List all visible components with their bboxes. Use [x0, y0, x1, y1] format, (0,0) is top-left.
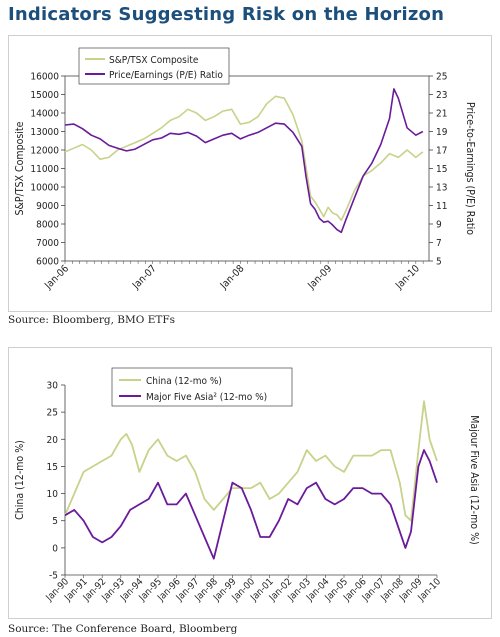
- series-line-pe: [64, 88, 424, 234]
- chart-panel-2: 30 25 20 15 10 5 0 -5 Jan-90 Jan-91 Jan-92 Jan-93 Ja…: [8, 347, 492, 619]
- y-axis-label: China (12-mo %): [14, 440, 26, 520]
- legend-label-sptsx: S&P/TSX Composite: [109, 55, 199, 66]
- source-note-2: Source: The Conference Board, Bloomberg: [8, 623, 238, 635]
- y2-tick-label: 23: [436, 90, 447, 101]
- chart-2: 302520151050-5Jan-90Jan-91Jan-92Jan-93Ja…: [14, 367, 480, 604]
- y2-tick-label: 11: [436, 201, 447, 212]
- legend-label-pe: Price/Earnings (P/E) Ratio: [109, 70, 223, 81]
- y-axis-label: S&P/TSX Composite: [14, 121, 26, 215]
- y-tick-label: 16000: [30, 72, 59, 83]
- y-tick-label: 5: [52, 516, 58, 527]
- y-tick-label: 9000: [36, 201, 59, 212]
- legend-2: China (12-mo %) Major Five Asia² (12-mo %…: [111, 367, 293, 407]
- chart-1: 16000 15000 14000 13000 12000 11000 10000 9000 8…: [14, 47, 476, 292]
- y-tick-label: 8000: [36, 220, 59, 231]
- x-tick-label: Jan-08: [218, 263, 247, 292]
- y2-tick-label: 7: [436, 238, 442, 249]
- legend-box: [78, 47, 230, 85]
- y-tick-label: 7000: [36, 238, 59, 249]
- y-tick-label: 30: [47, 381, 59, 392]
- y-tick-label: 25: [47, 408, 58, 419]
- y2-tick-label: 5: [436, 257, 442, 268]
- page-title: Indicators Suggesting Risk on the Horizo…: [8, 4, 445, 25]
- y-tick-label: 12000: [30, 146, 59, 157]
- y2-tick-label: 15: [436, 164, 447, 175]
- y-tick-label: 20: [47, 435, 59, 446]
- x-tick-label: Jan-07: [130, 263, 159, 292]
- y-tick-label: 11000: [30, 164, 59, 175]
- y-tick-label: 6000: [36, 257, 59, 268]
- legend-1: S&P/TSX Composite Price/Earnings (P/E) Ra…: [78, 47, 230, 85]
- y2-tick-label: 19: [436, 127, 448, 138]
- y-tick-label: 10000: [30, 183, 59, 194]
- legend-label-asia: Major Five Asia² (12-mo %): [146, 392, 267, 403]
- legend-box: [111, 367, 293, 407]
- y-tick-label: 13000: [30, 127, 59, 138]
- y-tick-label: -5: [49, 571, 58, 582]
- x-tick-label: Jan-09: [306, 263, 335, 292]
- y-tick-label: 0: [52, 543, 58, 554]
- source-note-1: Source: Bloomberg, BMO ETFs: [8, 314, 176, 326]
- y-tick-label: 15: [47, 462, 58, 473]
- legend-label-china: China (12-mo %): [146, 376, 222, 387]
- y-tick-label: 14000: [30, 109, 59, 120]
- chart-panel-1: 16000 15000 14000 13000 12000 11000 10000 9000 8…: [8, 35, 492, 312]
- y-tick-label: 10: [47, 489, 59, 500]
- y2-tick-label: 9: [436, 220, 442, 231]
- y2-tick-label: 13: [436, 183, 447, 194]
- y-tick-label: 15000: [30, 90, 59, 101]
- x-tick-label: Jan-10: [393, 263, 422, 292]
- y2-axis-label: Majour Five Asia (12-mo %): [468, 415, 480, 544]
- series-line-sptsx: [64, 95, 424, 222]
- y2-axis-label: Price-to-Earnings (P/E) Ratio: [464, 102, 476, 235]
- series-line-asia: [64, 449, 438, 560]
- series-line-china: [64, 400, 438, 522]
- y2-tick-label: 17: [436, 146, 447, 157]
- y2-tick-label: 21: [436, 109, 447, 120]
- y2-tick-label: 25: [436, 72, 447, 83]
